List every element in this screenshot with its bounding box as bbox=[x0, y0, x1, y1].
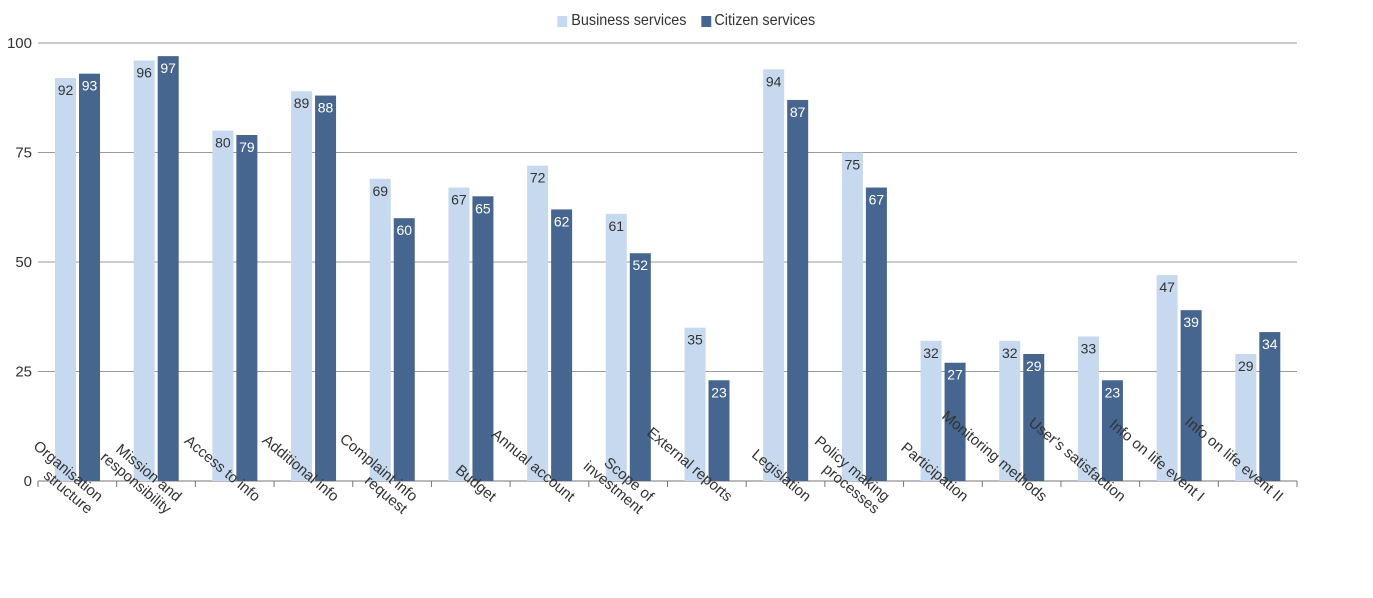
data-label-business: 61 bbox=[609, 218, 625, 234]
data-label-business: 47 bbox=[1159, 279, 1175, 295]
data-label-citizen: 23 bbox=[1105, 384, 1121, 400]
data-label-citizen: 87 bbox=[790, 104, 806, 120]
data-label-citizen: 34 bbox=[1262, 336, 1278, 352]
data-label-business: 72 bbox=[530, 170, 546, 186]
data-label-citizen: 29 bbox=[1026, 358, 1042, 374]
data-label-citizen: 39 bbox=[1183, 314, 1199, 330]
data-label-citizen: 97 bbox=[160, 60, 176, 76]
data-label-business: 96 bbox=[136, 65, 152, 81]
data-label-business: 69 bbox=[372, 183, 388, 199]
data-label-business: 89 bbox=[294, 95, 310, 111]
data-label-citizen: 27 bbox=[947, 367, 963, 383]
bar-business-services bbox=[134, 61, 155, 481]
bar-citizen-services bbox=[315, 96, 336, 481]
data-label-citizen: 23 bbox=[711, 384, 727, 400]
bar-citizen-services bbox=[1181, 310, 1202, 481]
bar-business-services bbox=[1157, 275, 1178, 481]
bar-citizen-services bbox=[787, 100, 808, 481]
bar-citizen-services bbox=[630, 253, 651, 481]
bar-business-services bbox=[842, 153, 863, 482]
bar-citizen-services bbox=[866, 188, 887, 481]
data-label-citizen: 62 bbox=[554, 213, 570, 229]
data-label-business: 32 bbox=[923, 345, 939, 361]
data-label-business: 92 bbox=[58, 82, 74, 98]
data-label-citizen: 60 bbox=[396, 222, 412, 238]
y-tick-label: 0 bbox=[24, 473, 32, 490]
data-label-business: 94 bbox=[766, 73, 782, 89]
bar-citizen-services bbox=[79, 74, 100, 481]
bar-business-services bbox=[606, 214, 627, 481]
data-label-business: 33 bbox=[1081, 340, 1097, 356]
bar-business-services bbox=[527, 166, 548, 481]
data-label-business: 75 bbox=[845, 157, 861, 173]
data-label-business: 35 bbox=[687, 332, 703, 348]
bar-citizen-services bbox=[551, 209, 572, 481]
data-label-citizen: 52 bbox=[633, 257, 649, 273]
bar-business-services bbox=[291, 91, 312, 481]
bar-business-services bbox=[763, 69, 784, 481]
bar-business-services bbox=[448, 188, 469, 481]
bar-business-services bbox=[212, 131, 233, 481]
y-tick-label: 100 bbox=[7, 35, 32, 52]
bar-business-services bbox=[370, 179, 391, 481]
y-tick-label: 75 bbox=[15, 145, 32, 162]
data-label-citizen: 79 bbox=[239, 139, 255, 155]
bar-citizen-services bbox=[1259, 332, 1280, 481]
data-label-business: 32 bbox=[1002, 345, 1018, 361]
data-label-citizen: 65 bbox=[475, 200, 491, 216]
data-label-citizen: 93 bbox=[82, 78, 98, 94]
bar-citizen-services bbox=[236, 135, 257, 481]
bar-business-services bbox=[55, 78, 76, 481]
data-label-business: 67 bbox=[451, 192, 467, 208]
bar-citizen-services bbox=[158, 56, 179, 481]
data-label-business: 80 bbox=[215, 135, 231, 151]
y-tick-label: 50 bbox=[15, 254, 32, 271]
bar-citizen-services bbox=[394, 218, 415, 481]
data-label-citizen: 67 bbox=[869, 192, 885, 208]
y-tick-label: 25 bbox=[15, 364, 32, 381]
data-label-business: 29 bbox=[1238, 358, 1254, 374]
data-label-citizen: 88 bbox=[318, 100, 334, 116]
